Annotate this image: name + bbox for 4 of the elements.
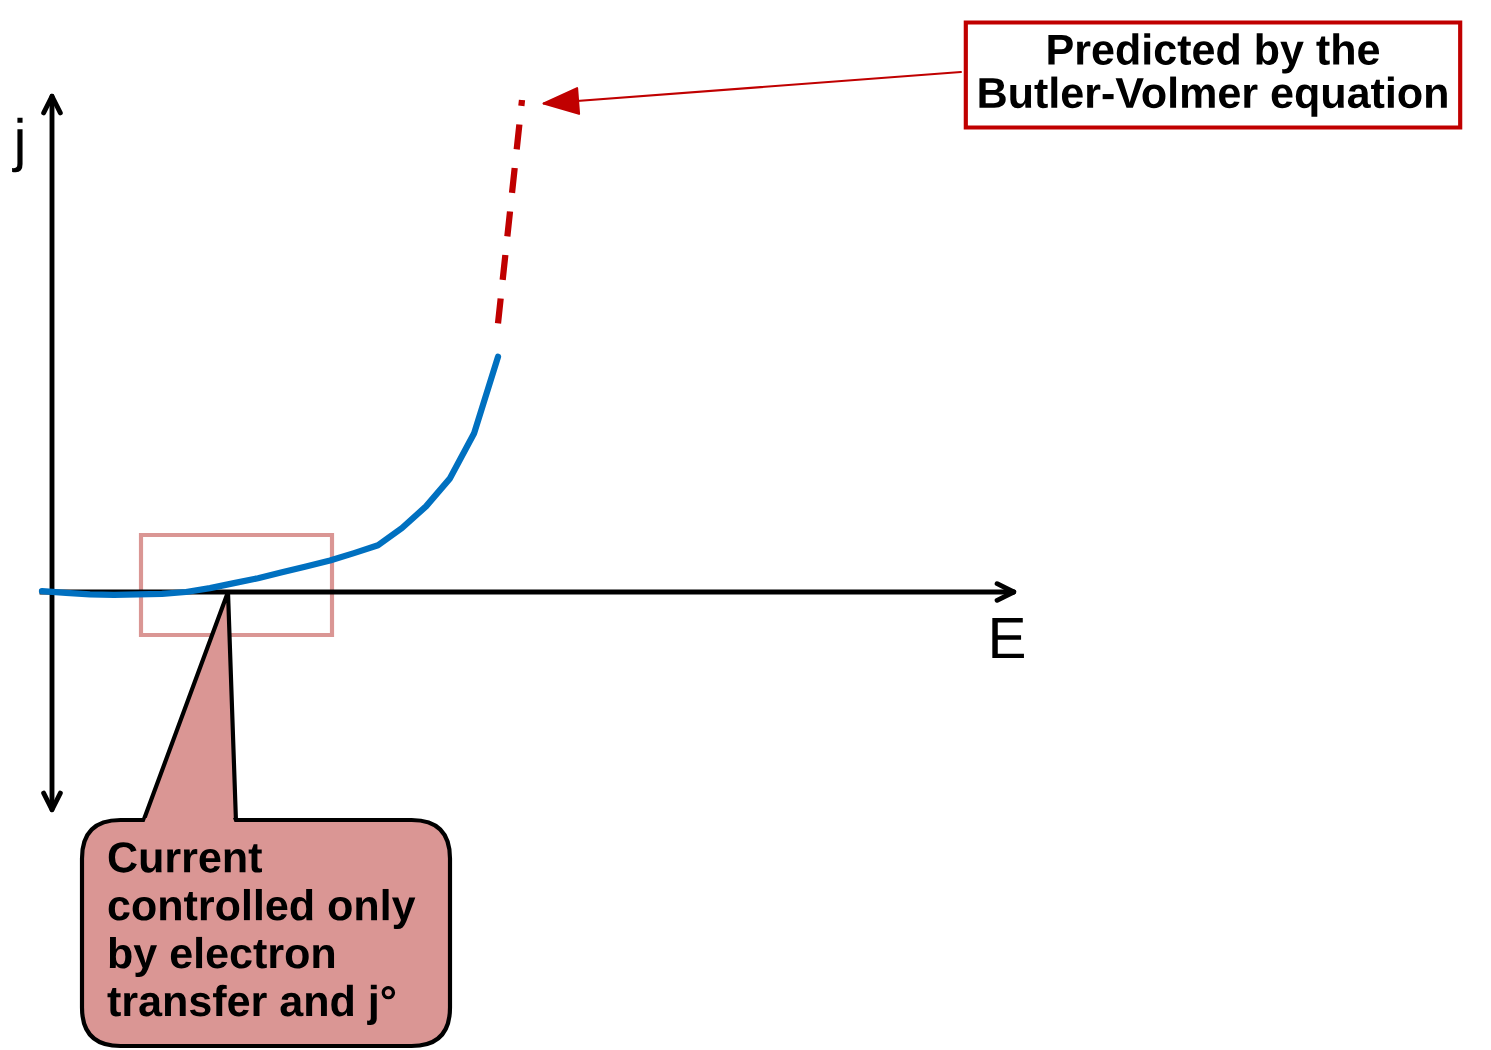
y-axis-title: j [12,117,23,173]
text: E [992,617,1024,659]
text: Current controlled only by electron transfer and j° [107,842,416,1025]
text: Predicted by the Butler-Volmer equation [979,33,1447,117]
